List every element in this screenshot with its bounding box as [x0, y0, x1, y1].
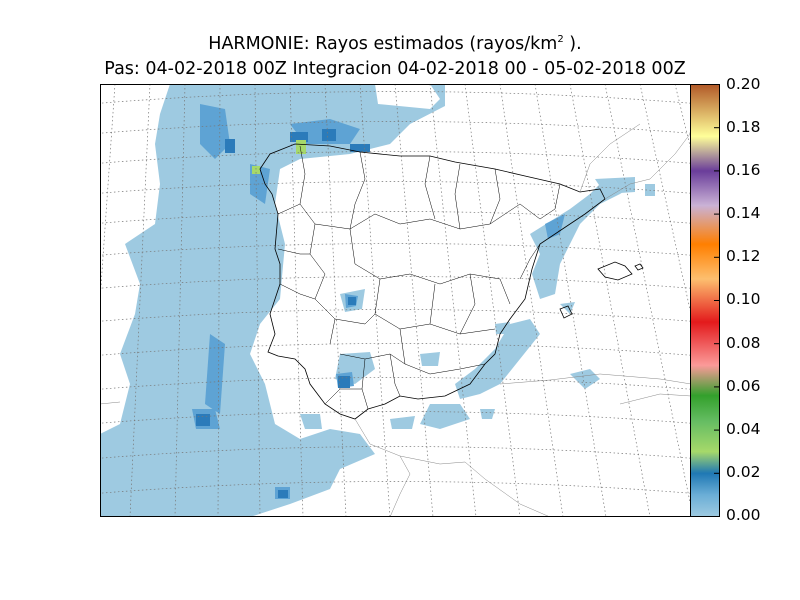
- foreign-borders: [100, 123, 691, 517]
- colorbar-tick-label: 0.16: [726, 161, 761, 179]
- colorbar-tick-label: 0.00: [726, 506, 761, 524]
- colorbar-tick-label: 0.06: [726, 377, 761, 395]
- map-subtitle: Pas: 04-02-2018 00Z Integracion 04-02-20…: [104, 59, 686, 79]
- colorbar-tick-label: 0.02: [726, 463, 761, 481]
- colorbar-tick-label: 0.10: [726, 290, 761, 308]
- colorbar-tick-label: 0.18: [726, 118, 761, 136]
- map-title: HARMONIE: Rayos estimados (rayos/km2 ).: [0, 34, 790, 54]
- lightning-field-peak: [252, 140, 306, 174]
- colorbar-tick-label: 0.14: [726, 204, 761, 222]
- colorbar: [690, 84, 720, 517]
- title-unit-exponent: 2: [557, 34, 564, 46]
- region-borders: [277, 145, 561, 410]
- colorbar-tick-label: 0.04: [726, 420, 761, 438]
- title-close: ).: [563, 34, 582, 54]
- lightning-map: [100, 84, 691, 517]
- colorbar-tick-label: 0.08: [726, 334, 761, 352]
- map-gridlines: [100, 84, 691, 517]
- title-main: HARMONIE: Rayos estimados (rayos/km: [208, 34, 558, 54]
- lightning-field-dark: [196, 129, 370, 498]
- colorbar-tick-label: 0.12: [726, 247, 761, 265]
- colorbar-tick-label: 0.20: [726, 75, 761, 93]
